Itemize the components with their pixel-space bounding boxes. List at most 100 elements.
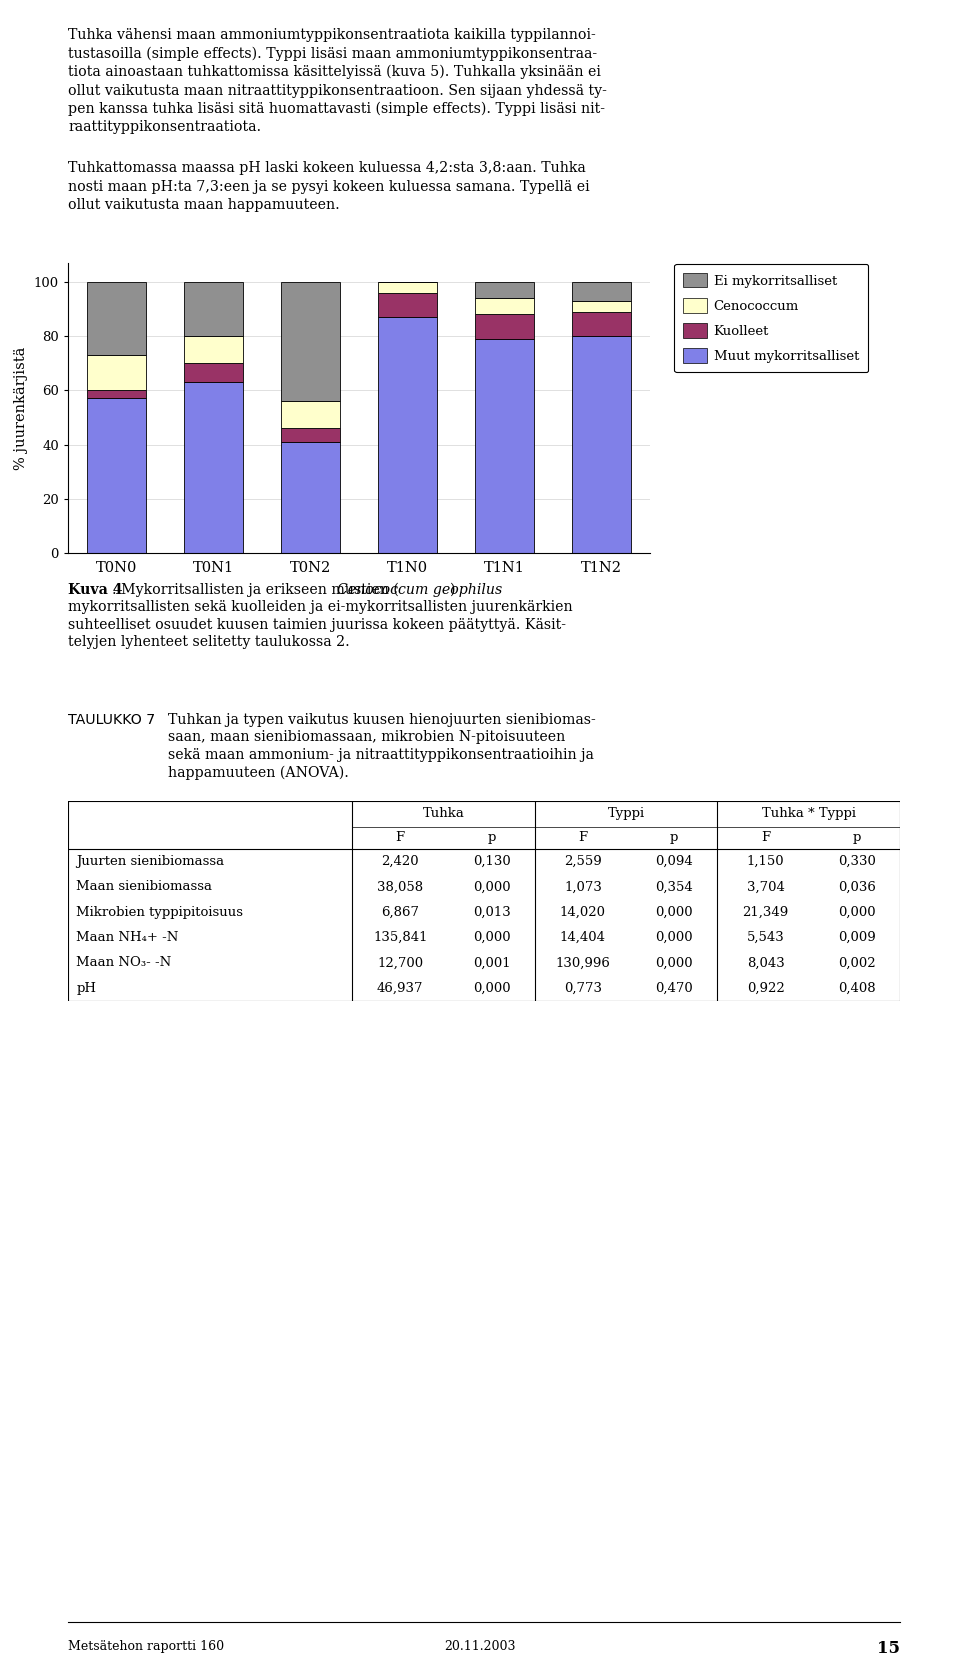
Text: suhteelliset osuudet kuusen taimien juurissa kokeen päätyttyä. Käsit-: suhteelliset osuudet kuusen taimien juur… <box>68 618 566 632</box>
Text: happamuuteen (ANOVA).: happamuuteen (ANOVA). <box>168 766 348 779</box>
Text: ollut vaikutusta maan happamuuteen.: ollut vaikutusta maan happamuuteen. <box>68 198 340 213</box>
Text: 0,000: 0,000 <box>656 931 693 944</box>
Bar <box>184 382 243 553</box>
Text: tiota ainoastaan tuhkattomissa käsittelyissä (kuva 5). Tuhkalla yksinään ei: tiota ainoastaan tuhkattomissa käsittely… <box>68 65 601 80</box>
Text: TAULUKKO 7: TAULUKKO 7 <box>68 713 156 726</box>
Text: Cenococcum geophilus: Cenococcum geophilus <box>337 583 502 597</box>
Text: ): ) <box>450 583 455 597</box>
Bar <box>281 283 340 401</box>
Text: 0,000: 0,000 <box>472 931 511 944</box>
Text: 2,420: 2,420 <box>381 856 420 868</box>
Legend: Ei mykorritsalliset, Cenococcum, Kuolleet, Muut mykorritsalliset: Ei mykorritsalliset, Cenococcum, Kuollee… <box>674 264 868 372</box>
Text: 14,404: 14,404 <box>560 931 606 944</box>
Text: 0,002: 0,002 <box>838 956 876 969</box>
Text: Juurten sienibiomassa: Juurten sienibiomassa <box>76 856 225 868</box>
Text: 6,867: 6,867 <box>381 906 420 919</box>
Text: 0,000: 0,000 <box>472 881 511 894</box>
Text: Metsätehon raportti 160: Metsätehon raportti 160 <box>68 1640 224 1654</box>
Text: 0,013: 0,013 <box>472 906 511 919</box>
Text: 15: 15 <box>877 1640 900 1657</box>
Y-axis label: % juurenkärjistä: % juurenkärjistä <box>14 346 28 470</box>
Text: saan, maan sienibiomassaan, mikrobien N-pitoisuuteen: saan, maan sienibiomassaan, mikrobien N-… <box>168 731 565 745</box>
Text: Maan sienibiomassa: Maan sienibiomassa <box>76 881 212 894</box>
Text: 5,543: 5,543 <box>747 931 784 944</box>
Text: Tuhka: Tuhka <box>422 808 465 821</box>
Bar <box>378 317 437 553</box>
Text: Maan NO₃- -N: Maan NO₃- -N <box>76 956 172 969</box>
Text: p: p <box>670 831 679 844</box>
Text: Tuhka vähensi maan ammoniumtyppikonsentraatiota kaikilla typpilannoi-: Tuhka vähensi maan ammoniumtyppikonsentr… <box>68 28 596 42</box>
Text: p: p <box>852 831 861 844</box>
Bar <box>572 301 631 312</box>
Bar <box>572 336 631 553</box>
Text: 0,130: 0,130 <box>472 856 511 868</box>
Text: 21,349: 21,349 <box>742 906 789 919</box>
Text: 38,058: 38,058 <box>377 881 423 894</box>
Bar <box>475 339 534 553</box>
Text: 0,036: 0,036 <box>838 881 876 894</box>
Text: Tuhkan ja typen vaikutus kuusen hienojuurten sienibiomas-: Tuhkan ja typen vaikutus kuusen hienojuu… <box>168 713 596 726</box>
Text: 0,408: 0,408 <box>838 982 876 996</box>
Bar <box>184 364 243 382</box>
Text: Maan NH₄+ -N: Maan NH₄+ -N <box>76 931 179 944</box>
Text: 8,043: 8,043 <box>747 956 784 969</box>
Text: 20.11.2003: 20.11.2003 <box>444 1640 516 1654</box>
Text: pen kanssa tuhka lisäsi sitä huomattavasti (simple effects). Typpi lisäsi nit-: pen kanssa tuhka lisäsi sitä huomattavas… <box>68 101 605 116</box>
Text: 135,841: 135,841 <box>373 931 427 944</box>
Text: 0,000: 0,000 <box>838 906 876 919</box>
Text: Tuhkattomassa maassa pH laski kokeen kuluessa 4,2:sta 3,8:aan. Tuhka: Tuhkattomassa maassa pH laski kokeen kul… <box>68 161 586 175</box>
Text: telyjen lyhenteet selitetty taulukossa 2.: telyjen lyhenteet selitetty taulukossa 2… <box>68 635 349 650</box>
Bar <box>475 297 534 314</box>
Bar <box>87 356 146 391</box>
Bar <box>475 314 534 339</box>
Text: nosti maan pH:ta 7,3:een ja se pysyi kokeen kuluessa samana. Typellä ei: nosti maan pH:ta 7,3:een ja se pysyi kok… <box>68 179 589 194</box>
Text: 0,094: 0,094 <box>656 856 693 868</box>
Bar <box>184 336 243 364</box>
Text: mykorritsallisten sekä kuolleiden ja ei-mykorritsallisten juurenkärkien: mykorritsallisten sekä kuolleiden ja ei-… <box>68 600 572 615</box>
Text: 0,001: 0,001 <box>472 956 511 969</box>
Text: 0,009: 0,009 <box>838 931 876 944</box>
Text: 0,470: 0,470 <box>656 982 693 996</box>
Text: F: F <box>396 831 405 844</box>
Text: raattityppikonsentraatiota.: raattityppikonsentraatiota. <box>68 121 261 135</box>
Text: 0,000: 0,000 <box>656 906 693 919</box>
Text: tustasoilla (simple effects). Typpi lisäsi maan ammoniumtyppikonsentraa-: tustasoilla (simple effects). Typpi lisä… <box>68 47 597 61</box>
Text: 130,996: 130,996 <box>556 956 611 969</box>
Bar <box>87 391 146 399</box>
Bar <box>572 312 631 336</box>
Bar <box>87 399 146 553</box>
Text: 1,150: 1,150 <box>747 856 784 868</box>
Text: Tuhka * Typpi: Tuhka * Typpi <box>761 808 855 821</box>
Text: 14,020: 14,020 <box>560 906 606 919</box>
Text: 3,704: 3,704 <box>747 881 784 894</box>
Bar <box>281 442 340 553</box>
Text: ollut vaikutusta maan nitraattityppikonsentraatioon. Sen sijaan yhdessä ty-: ollut vaikutusta maan nitraattityppikons… <box>68 83 607 98</box>
Text: 0,330: 0,330 <box>838 856 876 868</box>
Text: . Mykorritsallisten ja erikseen mustien (: . Mykorritsallisten ja erikseen mustien … <box>112 583 398 597</box>
Text: 0,000: 0,000 <box>656 956 693 969</box>
Bar <box>281 429 340 442</box>
Text: 2,559: 2,559 <box>564 856 602 868</box>
Text: sekä maan ammonium- ja nitraattityppikonsentraatioihin ja: sekä maan ammonium- ja nitraattityppikon… <box>168 748 594 761</box>
Text: Typpi: Typpi <box>608 808 644 821</box>
Text: 0,354: 0,354 <box>656 881 693 894</box>
Text: Kuva 4: Kuva 4 <box>68 583 123 597</box>
Text: F: F <box>578 831 588 844</box>
Bar <box>378 283 437 293</box>
Bar <box>87 283 146 356</box>
Text: 0,000: 0,000 <box>472 982 511 996</box>
Text: pH: pH <box>76 982 96 996</box>
Text: Mikrobien typpipitoisuus: Mikrobien typpipitoisuus <box>76 906 243 919</box>
Bar <box>572 283 631 301</box>
Text: 1,073: 1,073 <box>564 881 602 894</box>
Bar <box>184 283 243 336</box>
Text: 46,937: 46,937 <box>377 982 423 996</box>
Bar <box>281 401 340 429</box>
Text: p: p <box>488 831 495 844</box>
Text: 0,922: 0,922 <box>747 982 784 996</box>
Bar <box>378 293 437 317</box>
Bar <box>475 283 534 297</box>
Text: 0,773: 0,773 <box>564 982 602 996</box>
Text: 12,700: 12,700 <box>377 956 423 969</box>
Text: F: F <box>761 831 770 844</box>
